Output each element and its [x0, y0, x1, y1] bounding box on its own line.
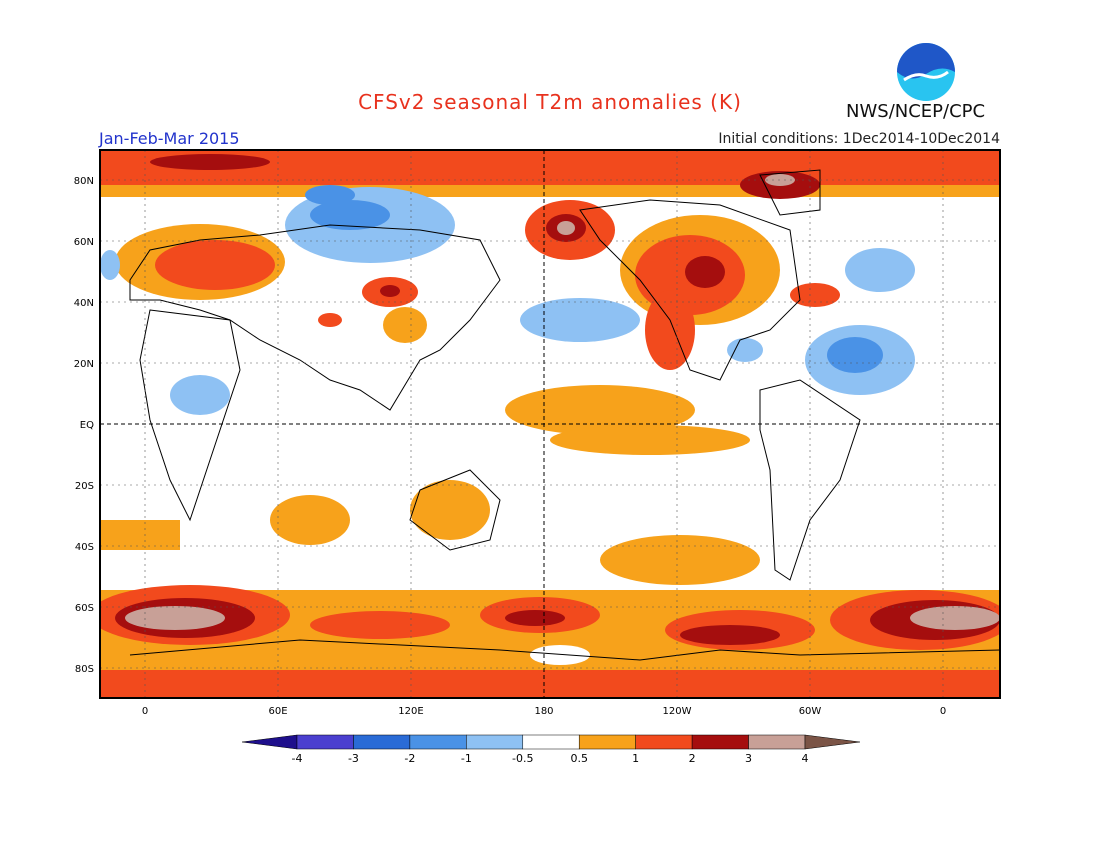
colorbar-tick-label: 3 — [745, 752, 752, 765]
colorbar-tick-label: 4 — [802, 752, 809, 765]
colorbar — [241, 734, 861, 750]
colorbar-tick-label: -1 — [461, 752, 472, 765]
lat-label: 40N — [74, 298, 94, 309]
coastlines — [129, 169, 1001, 661]
lon-label: 0 — [142, 706, 148, 717]
colorbar-segment — [409, 734, 467, 750]
lon-label: 0 — [940, 706, 946, 717]
colorbar-max-triangle — [804, 734, 861, 750]
lat-label: EQ — [80, 420, 94, 431]
colorbar-tick-label: 1 — [632, 752, 639, 765]
colorbar-segment — [353, 734, 411, 750]
lat-label: 20N — [74, 359, 94, 370]
lat-label: 40S — [75, 542, 94, 553]
colorbar-tick-label: -0.5 — [512, 752, 533, 765]
forecast-period: Jan-Feb-Mar 2015 — [99, 129, 240, 148]
lat-label: 80N — [74, 176, 94, 187]
lat-label: 60S — [75, 603, 94, 614]
colorbar-tick-label: -4 — [292, 752, 303, 765]
lon-label: 180 — [534, 706, 553, 717]
agency-label: NWS/NCEP/CPC — [846, 101, 986, 122]
colorbar-tick-label: -3 — [348, 752, 359, 765]
lon-label: 120W — [663, 706, 692, 717]
initial-conditions: Initial conditions: 1Dec2014-10Dec2014 — [718, 131, 1000, 147]
lat-label: 80S — [75, 664, 94, 675]
colorbar-segment — [466, 734, 524, 750]
colorbar-tick-label: 2 — [689, 752, 696, 765]
colorbar-segment — [522, 734, 580, 750]
chart-title: CFSv2 seasonal T2m anomalies (K) — [358, 90, 742, 114]
colorbar-min-triangle — [241, 734, 298, 750]
colorbar-tick-label: -2 — [404, 752, 415, 765]
anomaly-field — [100, 150, 1000, 698]
colorbar-segment — [748, 734, 806, 750]
colorbar-segment — [578, 734, 636, 750]
plot-frame — [99, 149, 1001, 699]
lon-axis: 0 60E 120E 180 120W 60W 0 — [142, 706, 946, 717]
lat-label: 20S — [75, 481, 94, 492]
lat-label: 60N — [74, 237, 94, 248]
lon-label: 60W — [799, 706, 822, 717]
colorbar-segment — [296, 734, 354, 750]
lon-label: 120E — [398, 706, 423, 717]
lon-label: 60E — [268, 706, 287, 717]
lat-axis: 80N 60N 40N 20N EQ 20S 40S 60S 80S — [74, 176, 94, 675]
colorbar-labels: -4 -3 -2 -1 -0.5 0.5 1 2 3 4 — [292, 752, 809, 765]
colorbar-tick-label: 0.5 — [570, 752, 588, 765]
noaa-logo-icon — [897, 43, 955, 101]
colorbar-segment — [691, 734, 749, 750]
grid — [100, 150, 1000, 698]
colorbar-segment — [635, 734, 693, 750]
